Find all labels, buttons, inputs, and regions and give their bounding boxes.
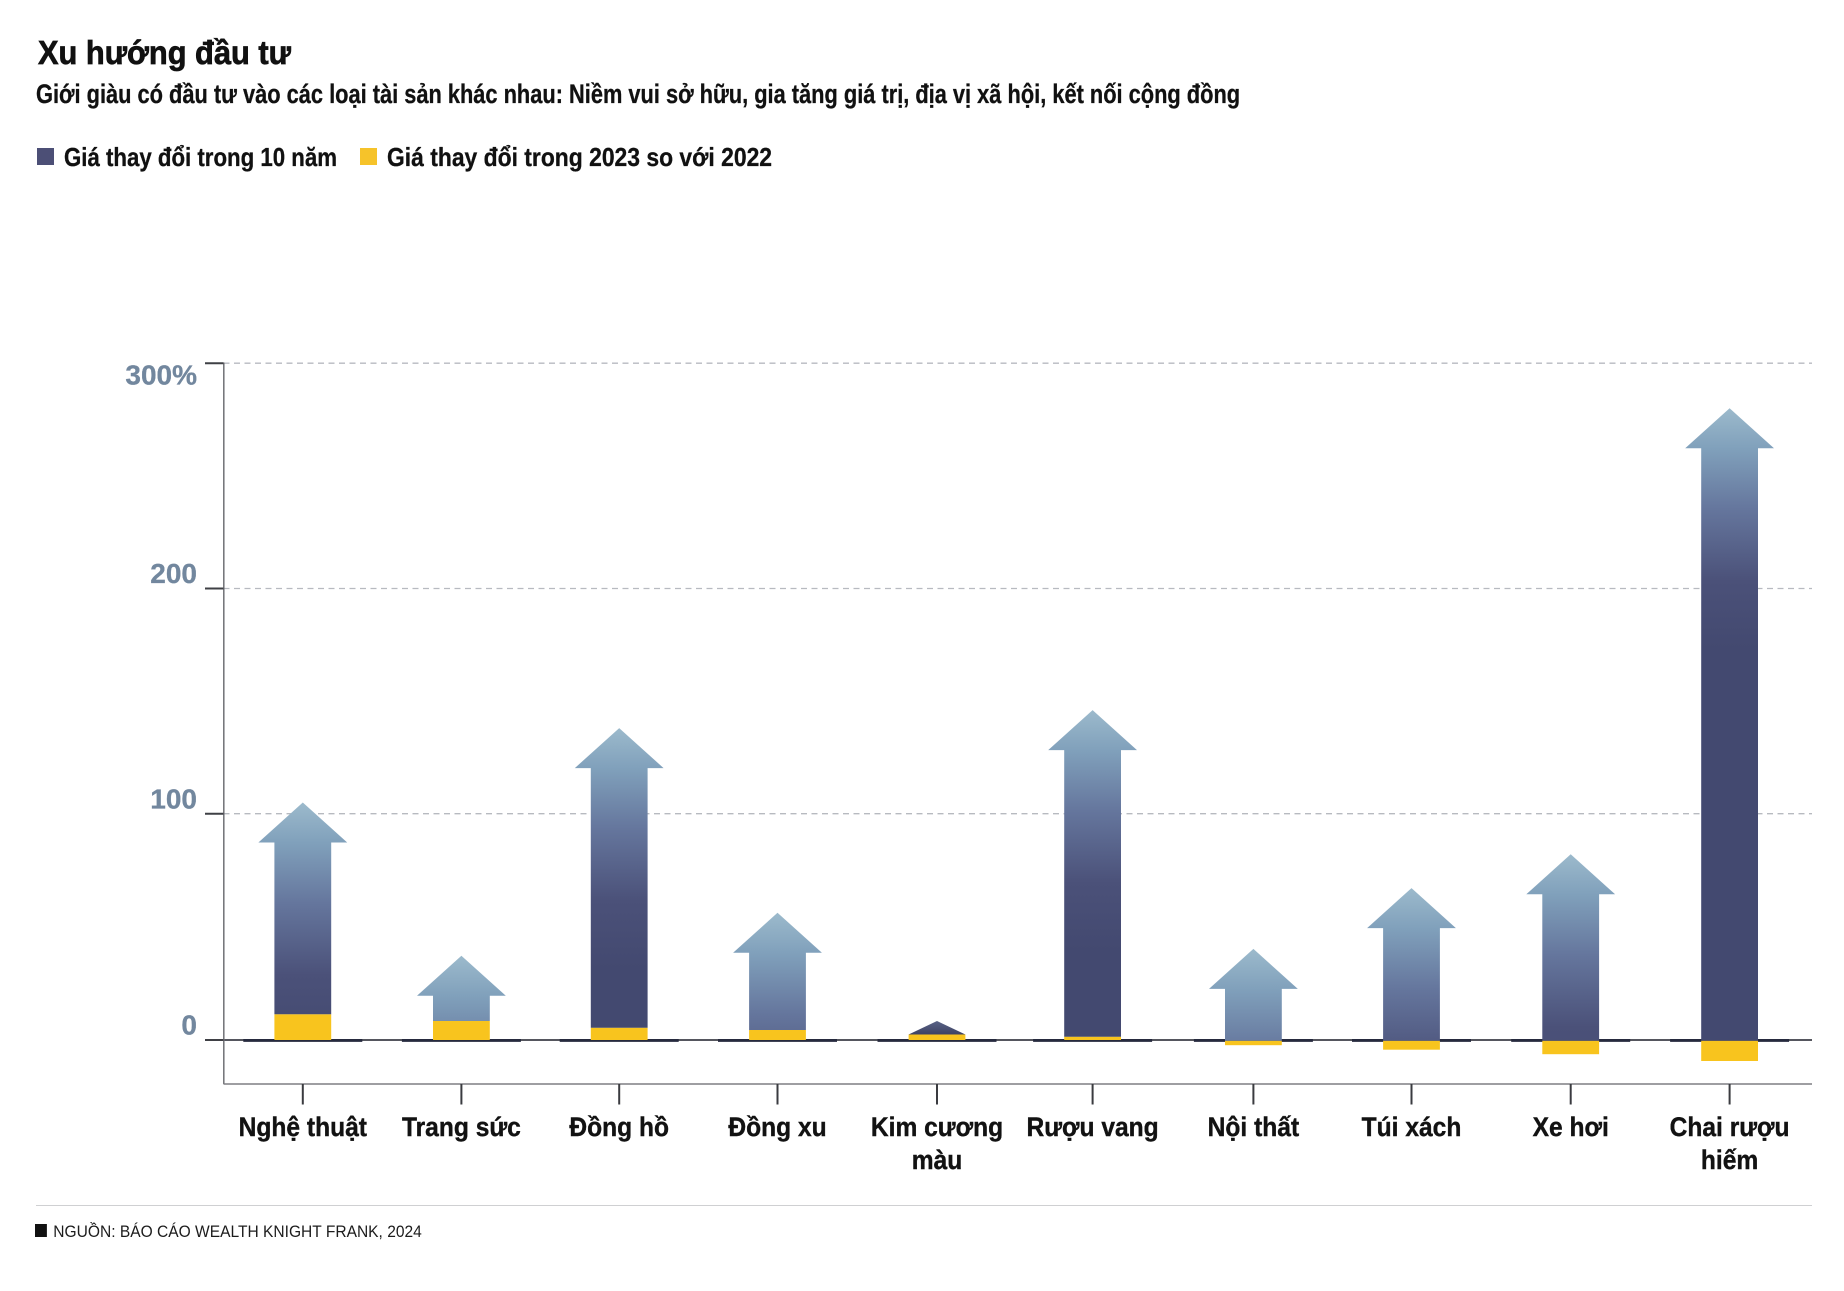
svg-text:Xe hơi: Xe hơi [1533,1112,1609,1142]
svg-text:Túi xách: Túi xách [1362,1112,1462,1142]
svg-text:Chai rượu: Chai rượu [1670,1112,1790,1142]
svg-text:Đồng hồ: Đồng hồ [569,1112,669,1142]
svg-text:Kim cương: Kim cương [871,1112,1003,1142]
svg-text:Đồng xu: Đồng xu [728,1112,826,1142]
svg-text:0: 0 [181,1010,197,1041]
svg-text:Nội thất: Nội thất [1208,1112,1300,1142]
svg-text:Trang sức: Trang sức [402,1112,521,1142]
svg-text:màu: màu [912,1145,963,1175]
svg-text:200: 200 [150,558,197,589]
svg-text:Rượu vang: Rượu vang [1027,1112,1159,1142]
svg-text:hiếm: hiếm [1701,1145,1758,1175]
svg-text:Nghệ thuật: Nghệ thuật [239,1112,367,1142]
svg-text:300%: 300% [125,360,197,391]
svg-text:100: 100 [150,784,197,815]
